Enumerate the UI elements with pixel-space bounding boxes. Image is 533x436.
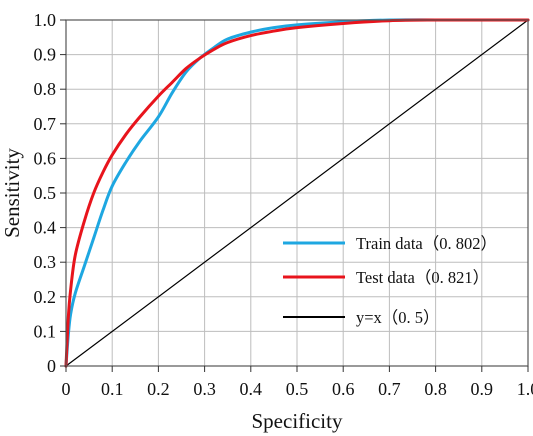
x-tick-label: 0 [62,379,71,399]
y-tick-label: 0.1 [34,321,57,341]
y-tick-label: 0.9 [34,45,57,65]
x-tick-label: 0.7 [378,379,401,399]
x-tick-label: 0.2 [147,379,170,399]
x-tick-label: 0.5 [286,379,309,399]
tick-layer: 0 0.1 0.2 0.3 0.4 0.5 0.6 0.7 0.8 0.9 1.0 0 0.1 0.2 0.… [34,10,533,399]
legend-label: Train data（0. 802） [356,234,497,253]
legend-item-train: Train data（0. 802） [283,234,497,253]
x-tick-label: 1.0 [517,379,533,399]
y-tick-label: 0.5 [34,183,57,203]
legend: Train data（0. 802） Test data（0. 821） y=x（0… [283,234,497,327]
legend-label: y=x（0. 5） [356,308,440,327]
x-tick-label: 0.3 [193,379,216,399]
y-tick-label: 0.7 [34,114,57,134]
y-tick-label: 0.8 [34,79,57,99]
y-tick-label: 0.3 [34,252,57,272]
y-tick-label: 0 [47,356,56,376]
train-data-line [64,18,530,368]
y-tick-label: 1.0 [34,10,57,30]
y-tick-label: 0.6 [34,148,57,168]
x-tick-label: 0.6 [332,379,355,399]
legend-item-diagonal: y=x（0. 5） [283,308,440,327]
y-tick-label: 0.2 [34,287,57,307]
legend-label: Test data（0. 821） [356,268,489,287]
x-tick-label: 0.8 [424,379,447,399]
y-tick-label: 0.4 [34,218,57,238]
x-tick-label: 0.4 [240,379,263,399]
test-data-line [64,18,530,368]
series-layer [64,18,530,368]
x-tick-label: 0.1 [101,379,124,399]
diagonal-line [65,19,529,367]
x-tick-label: 0.9 [471,379,494,399]
legend-item-test: Test data（0. 821） [283,268,489,287]
x-axis-title: Specificity [252,409,343,433]
y-axis-title: Sensitivity [0,148,24,238]
